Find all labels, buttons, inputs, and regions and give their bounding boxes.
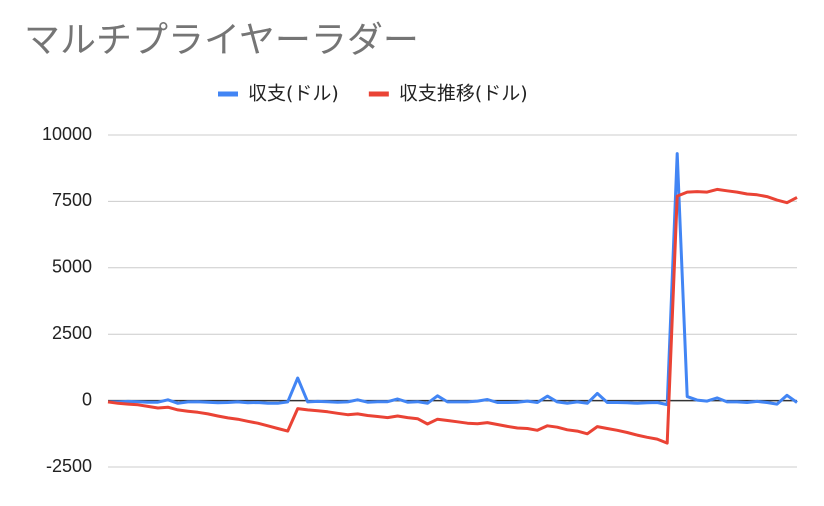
series-line [107,187,798,445]
legend-label: 収支(ドル) [248,83,339,105]
y-tick-label: -2500 [46,456,92,476]
y-tick-label: 0 [82,389,92,409]
y-tick-label: 5000 [52,257,92,277]
legend: 収支(ドル) 収支推移(ドル) [218,83,528,105]
y-tick-label: 10000 [42,124,92,144]
legend-label: 収支推移(ドル) [399,83,528,105]
y-tick-label: 7500 [52,190,92,210]
series-line [108,152,798,407]
chart-title: マルチプライヤーラダー [24,20,419,61]
y-tick-label: 2500 [52,323,92,343]
